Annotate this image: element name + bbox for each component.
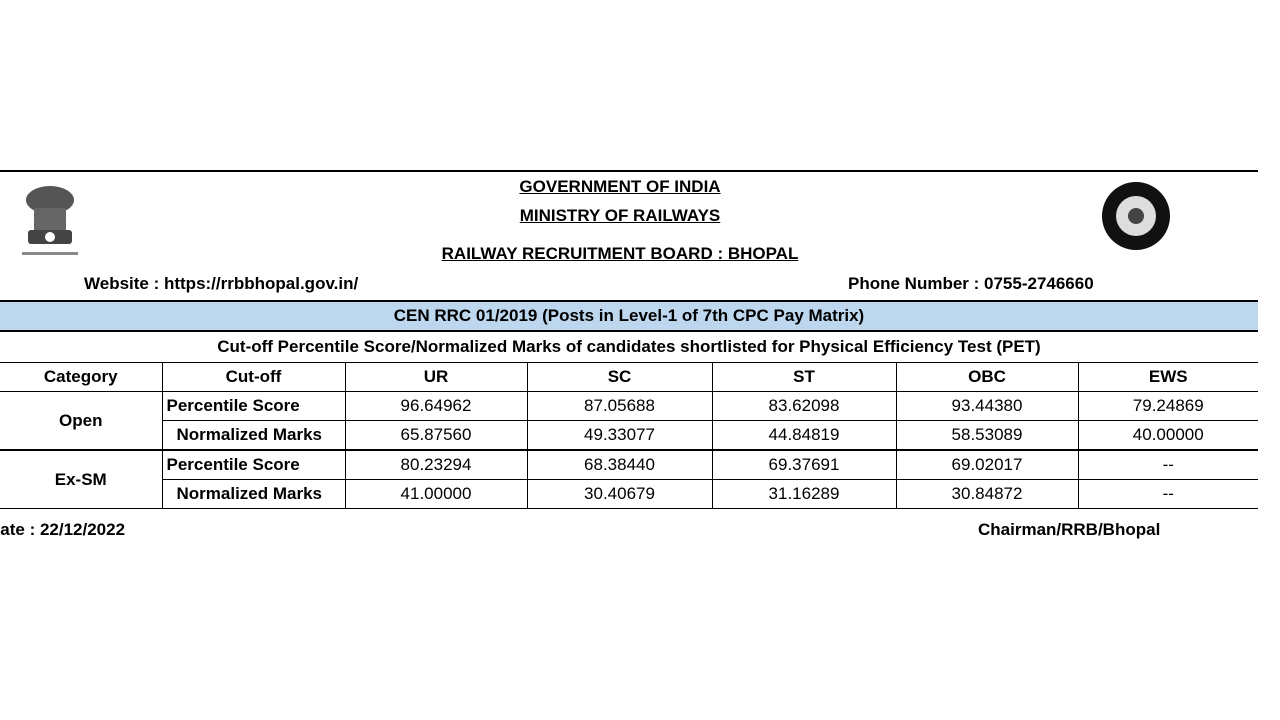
value-cell: -- [1077,479,1258,509]
header-government: GOVERNMENT OF INDIA [519,177,721,196]
date-text: Date : 22/12/2022 [0,520,126,539]
value-cell: 30.84872 [895,479,1079,509]
value-cell: -- [1077,449,1258,480]
rule [0,330,1258,332]
value-cell: 58.53089 [895,420,1079,451]
notice-title: CEN RRC 01/2019 (Posts in Level-1 of 7th… [393,306,865,325]
value-cell: 93.44380 [895,391,1079,421]
header-st: ST [711,362,897,392]
value-cell: 79.24869 [1077,391,1258,421]
notice-title-band: CEN RRC 01/2019 (Posts in Level-1 of 7th… [0,302,1258,330]
value-cell: 87.05688 [526,391,713,421]
header-obc: OBC [895,362,1079,392]
table-row: Normalized Marks 41.00000 30.40679 31.16… [0,479,1258,509]
website-text: Website : https://rrbbhopal.gov.in/ [84,274,359,293]
header-ministry: MINISTRY OF RAILWAYS [519,206,721,225]
top-rule [0,170,1258,172]
row-label: Normalized Marks [161,479,346,509]
table-row: Ex-SM Percentile Score 80.23294 68.38440… [0,449,1258,509]
notice-subtitle: Cut-off Percentile Score/Normalized Mark… [217,337,1041,356]
value-cell: 41.00000 [344,479,528,509]
cutoff-table: Category Cut-off UR SC ST OBC EWS Open P… [0,362,1258,509]
row-label: Percentile Score [161,391,346,421]
header-ur: UR [344,362,528,392]
rule [0,300,1258,302]
phone-text: Phone Number : 0755-2746660 [848,274,1094,293]
value-cell: 80.23294 [344,449,528,480]
category-cell: Ex-SM [0,449,163,509]
table-header-row: Category Cut-off UR SC ST OBC EWS [0,362,1258,392]
value-cell: 30.40679 [526,479,713,509]
value-cell: 96.64962 [344,391,528,421]
table-row: Normalized Marks 65.87560 49.33077 44.84… [0,420,1258,451]
value-cell: 83.62098 [711,391,897,421]
value-cell: 69.37691 [711,449,897,480]
value-cell: 65.87560 [344,420,528,451]
value-cell: 69.02017 [895,449,1079,480]
header-cutoff: Cut-off [161,362,346,392]
value-cell: 44.84819 [711,420,897,451]
indian-railways-logo-icon [1092,181,1180,251]
header-ews: EWS [1077,362,1258,392]
table-row: Open Percentile Score 96.64962 87.05688 … [0,391,1258,451]
row-label: Percentile Score [161,449,346,480]
value-cell: 31.16289 [711,479,897,509]
header-sc: SC [526,362,713,392]
header-category: Category [0,362,163,392]
value-cell: 49.33077 [526,420,713,451]
national-emblem-icon [8,178,92,262]
header-board: RAILWAY RECRUITMENT BOARD : BHOPAL [441,244,799,263]
value-cell: 68.38440 [526,449,713,480]
row-label: Normalized Marks [161,420,346,451]
value-cell: 40.00000 [1077,420,1258,451]
category-cell: Open [0,391,163,451]
signatory-text: Chairman/RRB/Bhopal [978,520,1161,539]
